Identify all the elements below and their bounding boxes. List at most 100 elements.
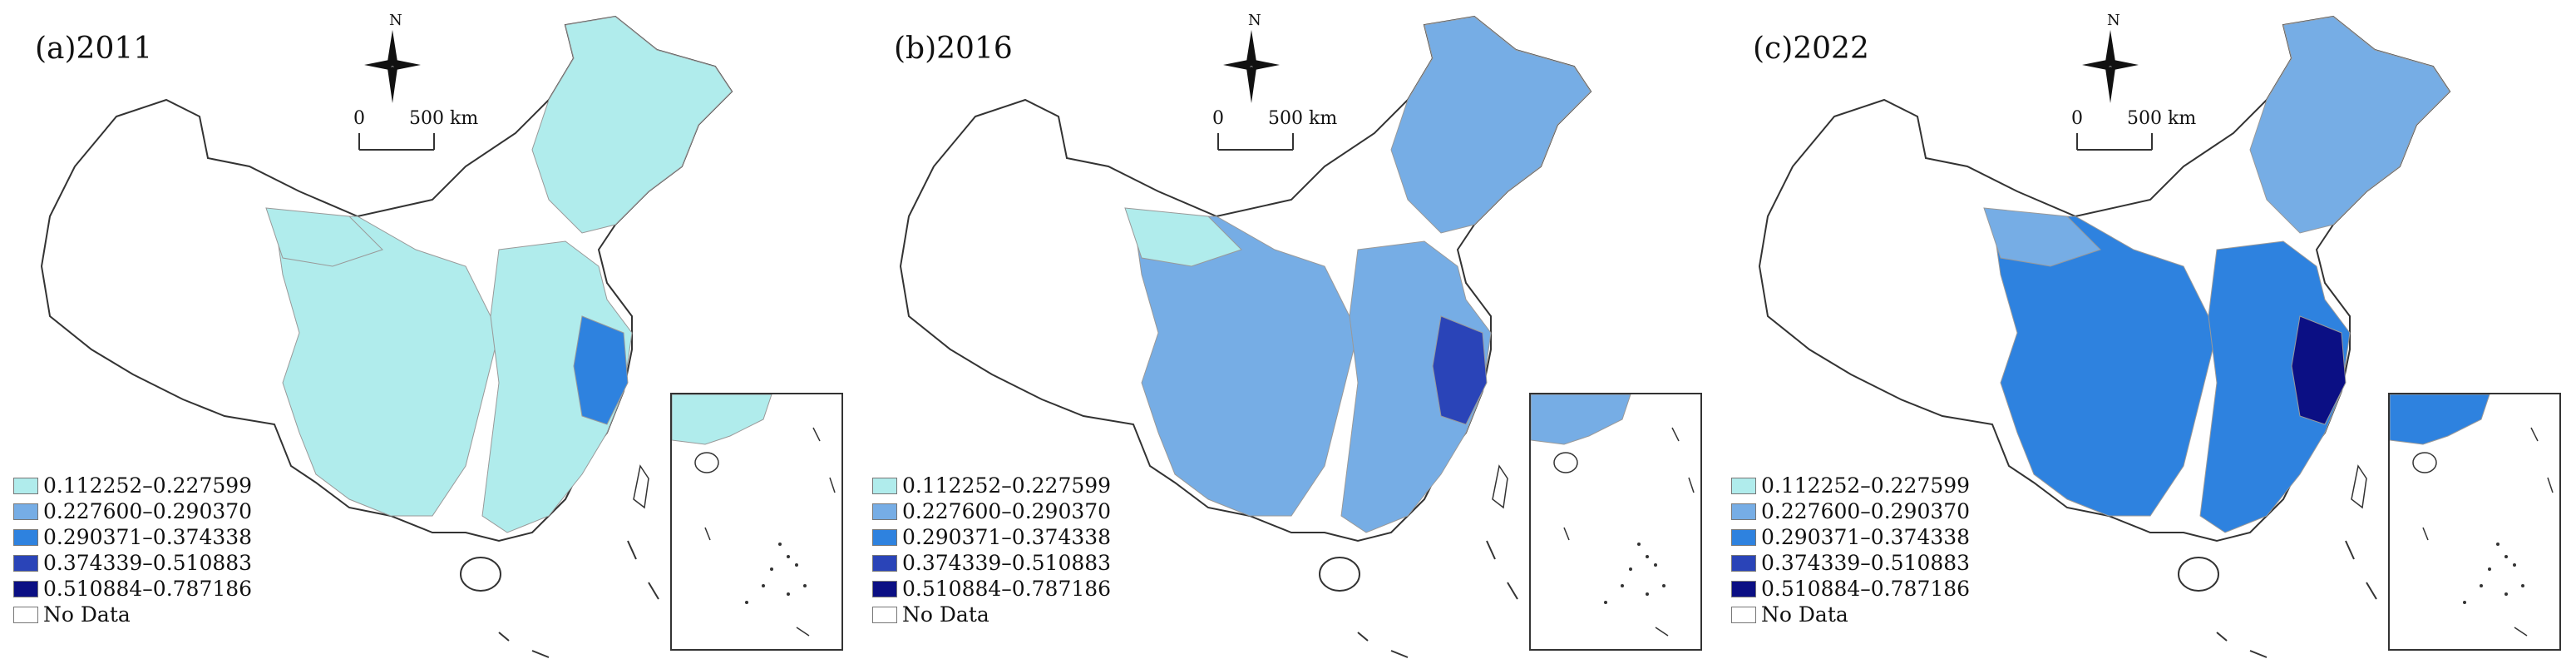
hainan-island	[1319, 557, 1360, 592]
legend-label: 0.112252–0.227599	[43, 473, 253, 498]
region-coast	[573, 315, 629, 425]
legend-label: 0.510884–0.787186	[1761, 577, 1971, 601]
maritime-marks	[2216, 540, 2377, 658]
north-label: N	[389, 12, 402, 29]
legend-swatch	[13, 606, 38, 623]
taiwan	[633, 464, 649, 509]
panel-title: (a)2011	[35, 32, 153, 66]
legend-label: 0.112252–0.227599	[1761, 473, 1971, 498]
maritime-marks	[1357, 540, 1518, 658]
inset-islands	[745, 543, 807, 604]
legend-item: 0.290371–0.374338	[13, 524, 252, 550]
legend-item: 0.112252–0.227599	[13, 473, 252, 498]
legend-label: 0.374339–0.510883	[902, 551, 1112, 575]
legend-label: 0.112252–0.227599	[902, 473, 1112, 498]
legend-swatch	[1731, 477, 1756, 494]
china-map	[40, 15, 733, 658]
legend-item: No Data	[1731, 602, 1970, 627]
region-central-west	[274, 216, 500, 517]
legend-item: 0.374339–0.510883	[13, 550, 252, 576]
legend-item: 0.290371–0.374338	[872, 524, 1111, 550]
legend-item: No Data	[13, 602, 252, 627]
region-central-west	[1991, 216, 2218, 517]
legend-item: 0.227600–0.290370	[872, 498, 1111, 524]
legend-item: 0.374339–0.510883	[1731, 550, 1970, 576]
inset-map	[2390, 394, 2554, 637]
inset-map	[1531, 394, 1695, 637]
north-label: N	[2107, 12, 2120, 29]
scale-bar	[358, 133, 435, 151]
inset-hainan	[1553, 452, 1578, 473]
south-china-sea-inset	[2388, 393, 2561, 651]
legend-swatch	[1731, 554, 1756, 572]
region-northwest-strip	[1983, 207, 2101, 267]
region-coast	[2291, 315, 2347, 425]
legend-swatch	[13, 503, 38, 520]
legend-swatch	[872, 477, 897, 494]
legend-swatch	[1731, 606, 1756, 623]
scale-distance-label: 500 km	[1268, 108, 1338, 129]
map-panel-2011: (a)2011 N 0 500 km 0.112252–0.227599 0.22…	[0, 0, 858, 664]
legend-swatch	[872, 503, 897, 520]
inset-hainan	[2412, 452, 2437, 473]
inset-hainan	[694, 452, 719, 473]
inset-coast	[1531, 394, 1631, 445]
legend-item: 0.510884–0.787186	[1731, 576, 1970, 602]
legend-label: 0.227600–0.290370	[43, 499, 253, 523]
taiwan	[1492, 464, 1508, 509]
hainan-island	[460, 557, 501, 592]
region-east	[481, 240, 633, 533]
inset-coast	[2390, 394, 2490, 445]
legend-item: 0.112252–0.227599	[872, 473, 1111, 498]
north-label: N	[1248, 12, 1261, 29]
scale-bar	[2076, 133, 2153, 151]
legend-item: 0.227600–0.290370	[1731, 498, 1970, 524]
map-panel-2016: (b)2016 N 0 500 km 0.112252–0.227599 0.22…	[859, 0, 1717, 664]
inset-map	[672, 394, 836, 637]
south-china-sea-inset	[1529, 393, 1702, 651]
legend-label: No Data	[43, 602, 131, 627]
legend-swatch	[872, 528, 897, 546]
legend-swatch	[13, 554, 38, 572]
legend-item: 0.510884–0.787186	[13, 576, 252, 602]
inset-islands	[1604, 543, 1666, 604]
region-northeast	[531, 16, 733, 234]
legend: 0.112252–0.227599 0.227600–0.290370 0.2903…	[872, 473, 1111, 627]
legend-item: No Data	[872, 602, 1111, 627]
legend-swatch	[13, 580, 38, 597]
scale-distance-label: 500 km	[2127, 108, 2197, 129]
region-east	[1340, 240, 1492, 533]
north-arrow-icon	[364, 30, 421, 103]
legend: 0.112252–0.227599 0.227600–0.290370 0.2903…	[13, 473, 252, 627]
legend-label: 0.290371–0.374338	[1761, 525, 1971, 549]
legend-label: 0.374339–0.510883	[43, 551, 253, 575]
legend-label: No Data	[902, 602, 989, 627]
scale-zero-label: 0	[2071, 108, 2083, 129]
north-arrow-icon	[2082, 30, 2139, 103]
panel-title: (b)2016	[894, 32, 1013, 66]
china-map	[1758, 15, 2451, 658]
legend-swatch	[13, 477, 38, 494]
inset-islands	[2463, 543, 2524, 604]
legend-swatch	[872, 554, 897, 572]
legend-label: No Data	[1761, 602, 1848, 627]
inset-coast	[672, 394, 772, 445]
region-northeast	[1390, 16, 1591, 234]
legend-label: 0.290371–0.374338	[902, 525, 1112, 549]
legend-swatch	[13, 528, 38, 546]
north-arrow-icon	[1223, 30, 1280, 103]
legend-label: 0.290371–0.374338	[43, 525, 253, 549]
inset-dashes	[1563, 427, 1695, 637]
legend: 0.112252–0.227599 0.227600–0.290370 0.2903…	[1731, 473, 1970, 627]
legend-label: 0.374339–0.510883	[1761, 551, 1971, 575]
legend-swatch	[872, 606, 897, 623]
legend-label: 0.510884–0.787186	[43, 577, 253, 601]
region-east	[2199, 240, 2351, 533]
legend-label: 0.510884–0.787186	[902, 577, 1112, 601]
maritime-marks	[498, 540, 659, 658]
region-central-west	[1133, 216, 1359, 517]
legend-swatch	[1731, 528, 1756, 546]
region-northeast	[2249, 16, 2450, 234]
legend-item: 0.374339–0.510883	[872, 550, 1111, 576]
inset-dashes	[2422, 427, 2554, 637]
